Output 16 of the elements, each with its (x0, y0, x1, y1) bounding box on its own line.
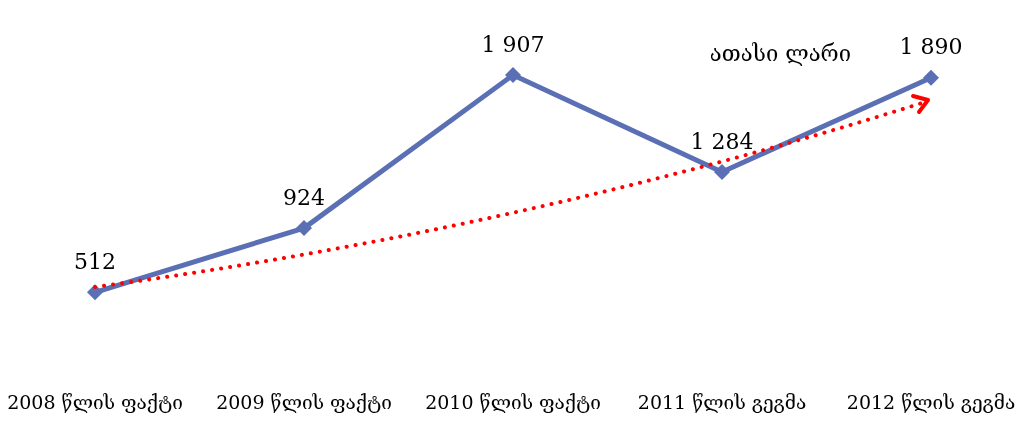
point (923, 69, 939, 86)
x-tick-label: 2008 წლის ფაქტი (7, 390, 183, 413)
x-tick-label: 2011 წლის გეგმა (637, 390, 807, 413)
data-label: 924 (283, 184, 325, 210)
x-tick-label: 2010 წლის ფაქტი (425, 390, 601, 413)
point (505, 67, 521, 84)
data-label: 1 284 (690, 128, 754, 154)
x-tick-label: 2009 წლის ფაქტი (216, 390, 392, 413)
point (714, 164, 730, 181)
data-label: 1 907 (481, 31, 545, 57)
point (296, 220, 312, 237)
data-label: 512 (74, 248, 116, 274)
data-label: 1 890 (899, 34, 963, 60)
x-tick-label: 2012 წლის გეგმა (846, 390, 1016, 413)
text: ათასი ლარი (709, 40, 852, 66)
point (87, 284, 103, 301)
